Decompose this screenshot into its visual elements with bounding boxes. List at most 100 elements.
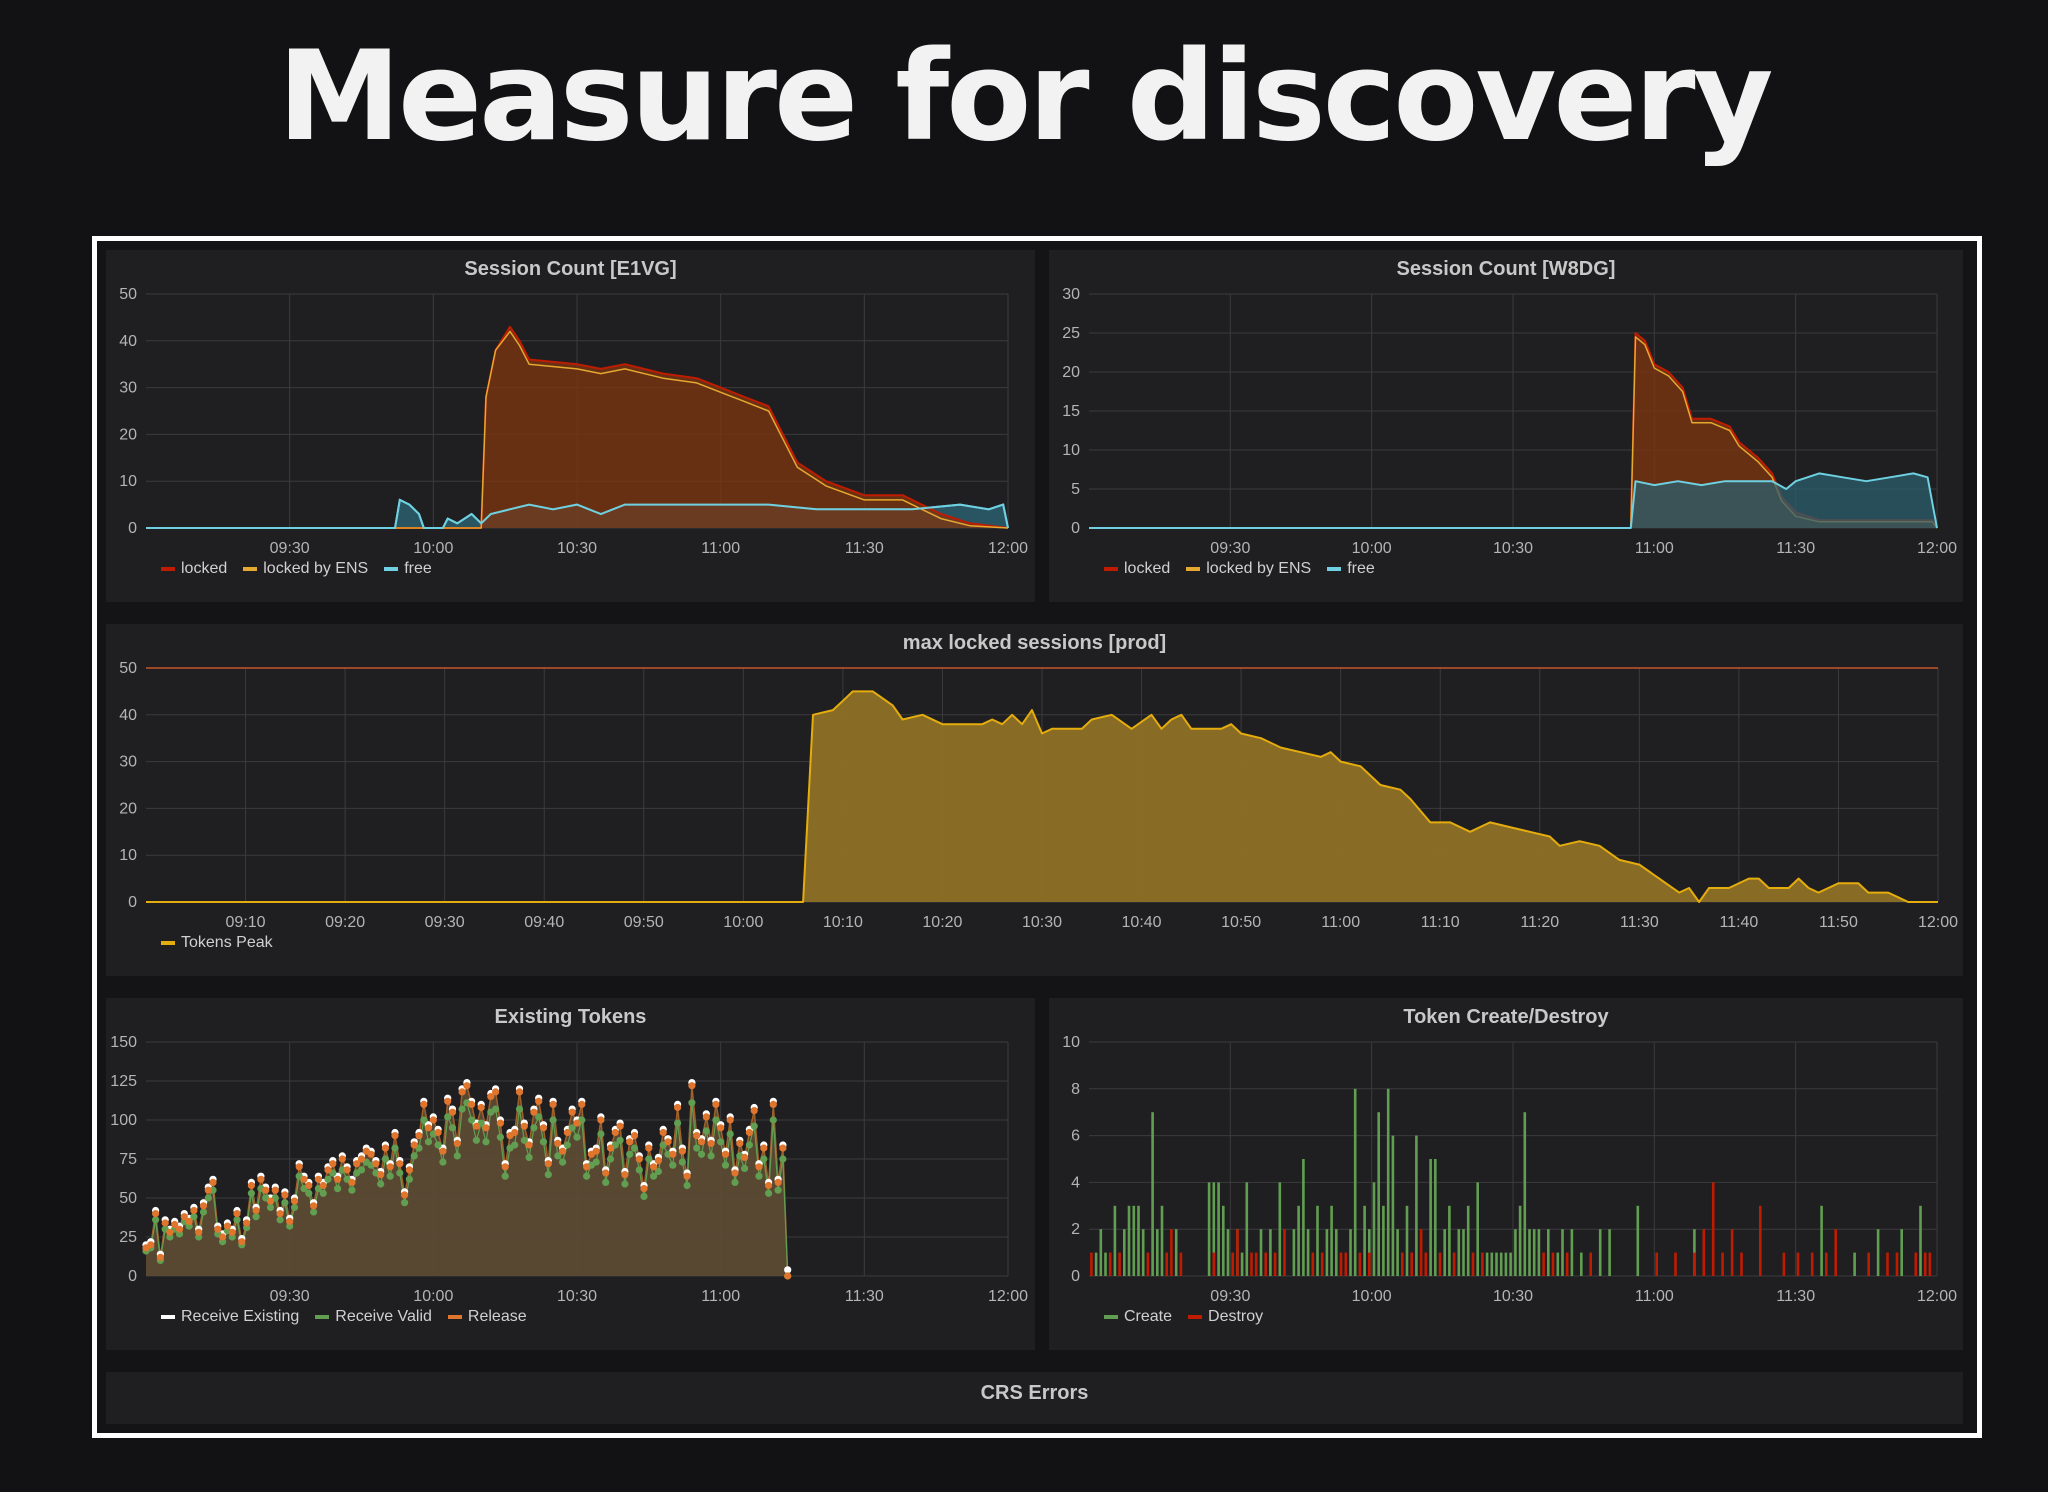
y-tick-label: 10 — [119, 473, 137, 490]
point-receive-valid — [530, 1124, 538, 1132]
bar-destroy — [1589, 1252, 1592, 1276]
panel-title[interactable]: max locked sessions [prod] — [902, 632, 1167, 654]
x-tick-label: 10:00 — [1352, 540, 1392, 557]
point-receive-valid — [458, 1105, 466, 1113]
bar-destroy — [1551, 1252, 1555, 1276]
legend-item-locked[interactable]: locked — [161, 560, 227, 578]
bar-create — [1212, 1182, 1216, 1276]
y-tick-label: 100 — [110, 1112, 137, 1129]
legend-item-release[interactable]: Release — [447, 1308, 527, 1326]
point-release — [305, 1181, 313, 1190]
point-release — [228, 1228, 236, 1236]
point-release — [530, 1108, 538, 1116]
panel-title[interactable]: Token Create/Destroy — [1403, 1006, 1609, 1028]
bar-destroy — [1419, 1229, 1423, 1276]
point-receive-valid — [554, 1152, 562, 1160]
point-release — [420, 1100, 428, 1108]
bar-create — [1636, 1205, 1640, 1276]
x-tick-label: 10:30 — [557, 540, 597, 557]
point-release — [611, 1128, 619, 1137]
bar-create — [1226, 1229, 1230, 1276]
legend-item-create[interactable]: Create — [1104, 1308, 1172, 1326]
bar-destroy — [1542, 1252, 1545, 1276]
legend-item-locked-by-ens[interactable]: locked by ENS — [243, 560, 368, 578]
point-release — [257, 1175, 265, 1183]
point-receive-valid — [544, 1171, 552, 1179]
bar-destroy — [1273, 1252, 1277, 1276]
point-receive-valid — [319, 1189, 327, 1197]
bar-destroy — [1146, 1252, 1150, 1276]
legend-item-tokens-peak[interactable]: Tokens Peak — [161, 934, 273, 952]
x-tick-label: 10:30 — [1022, 914, 1062, 931]
bar-create — [1104, 1252, 1107, 1276]
legend-item-locked[interactable]: locked — [1104, 560, 1170, 578]
series-tokens-peak-area — [146, 691, 1938, 902]
x-tick-label: 11:30 — [1776, 540, 1815, 557]
bar-create — [1448, 1205, 1451, 1276]
bar-destroy — [1740, 1252, 1743, 1276]
point-receive-valid — [199, 1208, 208, 1216]
bar-create — [1532, 1229, 1536, 1276]
point-receive-valid — [520, 1136, 528, 1144]
y-tick-label: 30 — [1062, 286, 1080, 303]
y-tick-label: 15 — [1062, 403, 1080, 420]
panel-title[interactable]: CRS Errors — [980, 1382, 1089, 1404]
panel-title[interactable]: Existing Tokens — [494, 1006, 647, 1028]
bar-create — [1386, 1088, 1390, 1276]
point-release — [386, 1163, 394, 1171]
panel-title[interactable]: Session Count [E1VG] — [464, 258, 677, 280]
point-receive-valid — [688, 1099, 696, 1107]
point-receive-valid — [444, 1113, 452, 1121]
point-release — [626, 1138, 634, 1146]
point-release — [707, 1139, 715, 1147]
bar-create — [1278, 1182, 1282, 1276]
point-receive-valid — [568, 1124, 576, 1132]
x-tick-label: 11:00 — [701, 1288, 740, 1305]
y-tick-label: 10 — [1062, 1034, 1080, 1051]
point-release — [324, 1166, 332, 1174]
legend-item-free[interactable]: free — [384, 560, 432, 578]
legend-item-locked-by-ens[interactable]: locked by ENS — [1186, 560, 1311, 578]
point-release — [381, 1144, 389, 1152]
point-receive-valid — [305, 1189, 313, 1197]
series-free-line — [1089, 472, 1938, 529]
point-release — [219, 1233, 227, 1241]
panel-session-count-w8dg: Session Count [W8DG] 0 5 10 15 20 25 30 09:30 10… — [1049, 250, 1963, 602]
y-tick-label: 10 — [119, 847, 137, 864]
point-release — [439, 1147, 447, 1155]
point-receive-valid — [233, 1216, 241, 1224]
bar-create — [1900, 1229, 1903, 1276]
x-tick-label: 11:30 — [1620, 914, 1659, 931]
panel-title[interactable]: Session Count [W8DG] — [1396, 258, 1616, 280]
bar-create — [1094, 1252, 1098, 1276]
point-receive-valid — [405, 1175, 413, 1183]
series-locked-area — [1089, 333, 1937, 528]
bar-create — [1495, 1252, 1498, 1276]
y-tick-label: 6 — [1071, 1128, 1080, 1145]
legend-item-free[interactable]: free — [1327, 560, 1375, 578]
point-release — [683, 1172, 691, 1180]
point-release — [166, 1228, 174, 1236]
x-tick-label: 10:00 — [413, 540, 453, 557]
point-receive-valid — [678, 1158, 687, 1166]
bar-destroy — [1212, 1252, 1216, 1276]
point-receive-valid — [190, 1213, 198, 1221]
bar-create — [1259, 1229, 1263, 1276]
legend-item-receive-existing[interactable]: Receive Existing — [161, 1308, 299, 1326]
y-tick-label: 0 — [128, 894, 137, 911]
point-receive-valid — [377, 1180, 385, 1188]
point-release — [199, 1202, 208, 1210]
y-tick-label: 50 — [119, 660, 137, 677]
panel-crs-errors: CRS Errors — [106, 1372, 1963, 1424]
legend-item-receive-valid[interactable]: Receive Valid — [315, 1308, 432, 1326]
x-tick-label: 09:30 — [1210, 1288, 1250, 1305]
point-receive-valid — [635, 1166, 643, 1174]
x-tick-label: 10:30 — [1493, 540, 1533, 557]
point-release — [568, 1108, 576, 1116]
bar-destroy — [1283, 1229, 1286, 1276]
point-release — [630, 1132, 639, 1140]
series-locked-line — [146, 325, 1009, 529]
point-receive-valid — [693, 1144, 701, 1152]
legend-item-destroy[interactable]: Destroy — [1188, 1308, 1263, 1326]
bar-create — [1306, 1229, 1310, 1276]
